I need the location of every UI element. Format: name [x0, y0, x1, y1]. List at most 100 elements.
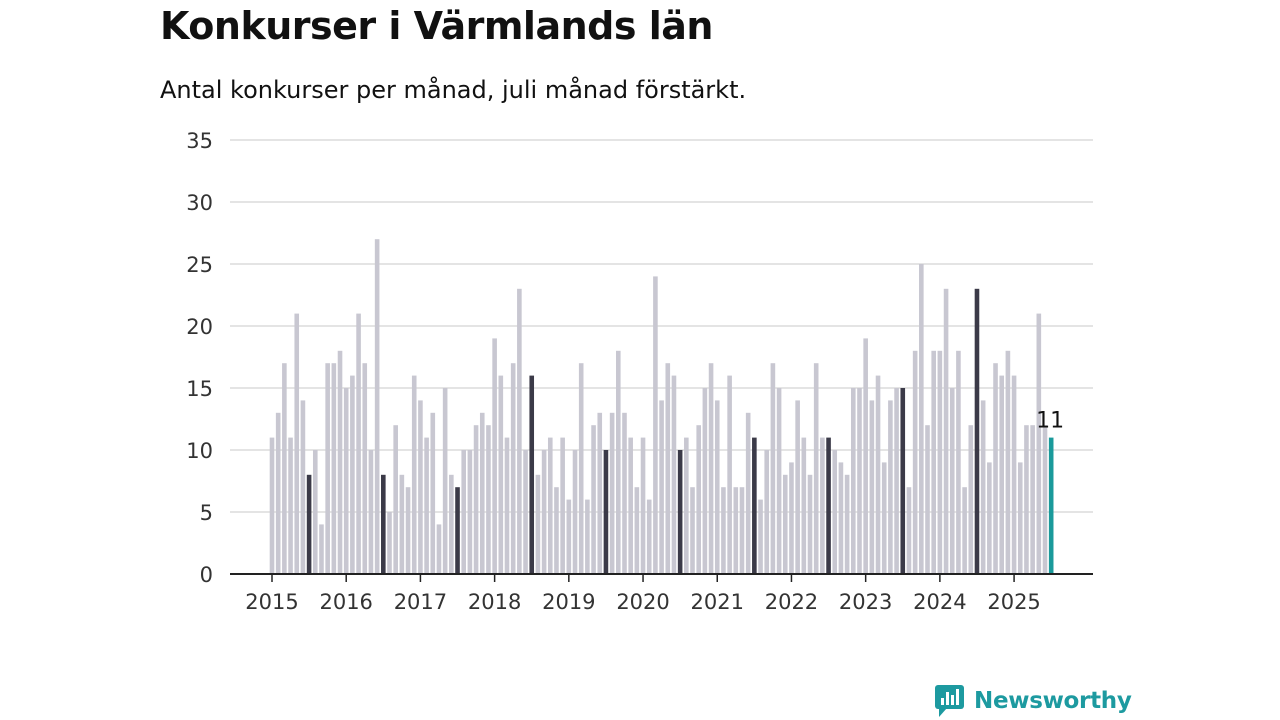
bar: [820, 437, 825, 574]
bar: [473, 425, 479, 574]
bar: [906, 487, 912, 574]
bar: [980, 400, 986, 574]
bar: [999, 375, 1005, 574]
bar: [399, 474, 405, 574]
bar: [362, 363, 368, 574]
bar: [306, 474, 312, 574]
bar: [356, 313, 361, 574]
bar: [739, 487, 745, 574]
chart-subtitle: Antal konkurser per månad, juli månad fö…: [160, 76, 747, 104]
bar: [1011, 375, 1017, 574]
x-tick-label: 2016: [319, 590, 372, 614]
bar: [758, 499, 763, 574]
bar: [492, 338, 497, 574]
bar: [523, 450, 528, 574]
bar: [1048, 437, 1054, 574]
bar: [603, 450, 609, 574]
bar: [331, 363, 337, 574]
x-tick-label: 2024: [913, 590, 966, 614]
bar: [442, 388, 448, 574]
bar: [925, 425, 930, 574]
bar: [1042, 425, 1048, 574]
bar: [591, 425, 596, 574]
bar: [677, 450, 683, 574]
bar: [993, 363, 998, 574]
bar: [727, 375, 732, 574]
bar: [541, 450, 547, 574]
bar: [881, 462, 887, 574]
bar: [312, 450, 318, 574]
bar: [585, 499, 590, 574]
bar: [616, 350, 621, 574]
bar: [789, 462, 794, 574]
bar: [393, 425, 398, 574]
bar: [504, 437, 510, 574]
bar: [498, 375, 504, 574]
bar: [350, 375, 355, 574]
bar: [510, 363, 516, 574]
x-tick-label: 2023: [839, 590, 892, 614]
y-tick-label: 15: [186, 377, 213, 401]
bar: [467, 450, 473, 574]
bar: [844, 474, 850, 574]
bar: [1030, 425, 1035, 574]
bar: [752, 437, 757, 574]
bar: [288, 437, 293, 574]
y-tick-label: 5: [200, 501, 213, 525]
bar: [937, 350, 943, 574]
x-tick-label: 2019: [542, 590, 595, 614]
bar: [832, 450, 838, 574]
bar: [745, 412, 751, 574]
bar: [1036, 313, 1042, 574]
bar: [609, 412, 615, 574]
bar: [888, 400, 893, 574]
bar: [708, 363, 714, 574]
x-tick-label: 2021: [691, 590, 744, 614]
bar: [622, 412, 627, 574]
bar: [1024, 425, 1029, 574]
x-tick-label: 2022: [765, 590, 818, 614]
bar: [343, 388, 349, 574]
bar: [813, 363, 819, 574]
bar: [430, 412, 436, 574]
bar: [770, 363, 776, 574]
bar: [795, 400, 800, 574]
grid-lines: [230, 139, 1093, 513]
y-tick-label: 0: [200, 563, 213, 587]
bar: [659, 400, 664, 574]
bar: [807, 474, 813, 574]
bar: [733, 487, 739, 574]
bar: [294, 313, 300, 574]
bar: [597, 412, 603, 574]
bar: [702, 388, 708, 574]
bar: [461, 450, 466, 574]
bar: [851, 388, 856, 574]
bar: [782, 474, 788, 574]
y-tick-label: 25: [186, 253, 213, 277]
bar: [801, 437, 807, 574]
bar: [690, 487, 695, 574]
bar: [875, 375, 881, 574]
bar: [554, 487, 559, 574]
newsworthy-logo-icon: [935, 685, 964, 717]
bar: [319, 524, 324, 574]
bar: [578, 363, 584, 574]
bar: [721, 487, 726, 574]
bar: [653, 276, 658, 574]
newsworthy-brand: Newsworthy: [934, 684, 1132, 718]
bar: [764, 450, 770, 574]
chart-title: Konkurser i Värmlands län: [160, 4, 713, 48]
bars: [269, 239, 1054, 574]
bar: [894, 388, 899, 574]
bar: [640, 437, 646, 574]
bar: [628, 437, 633, 574]
bar: [943, 288, 949, 574]
bar: [282, 363, 287, 574]
bar: [634, 487, 640, 574]
bar: [863, 338, 868, 574]
bar: [684, 437, 689, 574]
bar: [931, 350, 936, 574]
brand-name: Newsworthy: [974, 688, 1132, 714]
bar: [381, 474, 386, 574]
bar: [566, 499, 572, 574]
